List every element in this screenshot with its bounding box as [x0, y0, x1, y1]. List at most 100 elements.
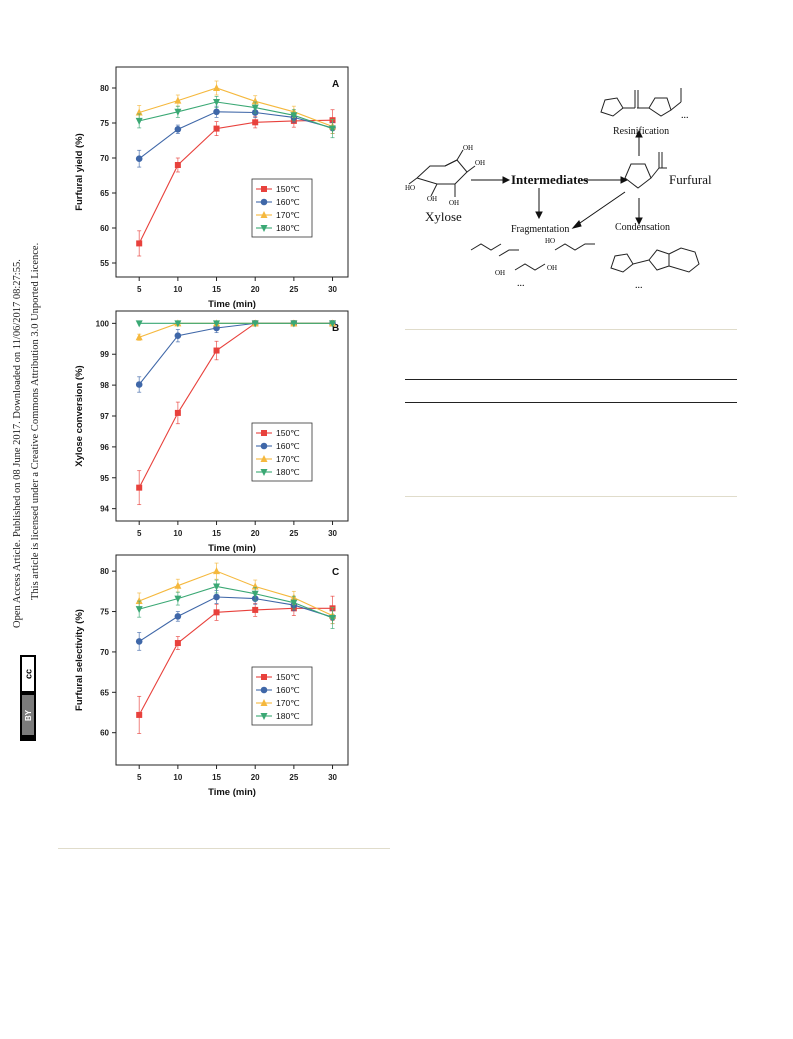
- furfural-label: Furfural: [669, 172, 712, 187]
- legend: 150℃ 160℃ 170℃ 180℃: [251, 666, 313, 726]
- data-point: [213, 609, 220, 616]
- data-point: [174, 108, 182, 116]
- condensation-label: Condensation: [615, 222, 670, 233]
- series-line: [138, 111, 333, 160]
- licence-notice[interactable]: This article is licensed under a Creativ…: [30, 242, 41, 600]
- y-tick-label: 65: [100, 189, 109, 198]
- resinification-label: Resinification: [613, 126, 669, 137]
- xylose-oh-1: OH: [475, 159, 485, 167]
- table-bottom-rule: [405, 496, 737, 497]
- data-point: [174, 96, 182, 104]
- plot-frame: [115, 310, 349, 522]
- series-180℃: [135, 320, 337, 328]
- x-tick-label: 30: [328, 285, 337, 294]
- series-160℃: [135, 105, 336, 168]
- y-tick-label: 80: [100, 567, 109, 576]
- figure-caption-rule: [58, 848, 390, 849]
- data-point: [260, 225, 268, 232]
- resinification-product: [600, 88, 682, 117]
- y-tick-label: 98: [100, 381, 109, 390]
- fragment-oh-1: OH: [495, 269, 505, 277]
- data-point: [136, 711, 143, 718]
- legend: 150℃ 160℃ 170℃ 180℃: [251, 422, 313, 482]
- reaction-scheme: OH OH OH OH HO Xylose Intermediates Furf…: [405, 88, 712, 291]
- fragment-ellipsis: ...: [517, 278, 525, 289]
- data-point: [251, 97, 259, 105]
- chart-panel-a: 5 10 15 20 25 30 55 60 65 70 75 80 Time (min) Furfura…: [74, 66, 349, 310]
- chart-panel-c: 5 10 15 20 25 30 60 65 70 75 80 Time (min) Furfural …: [74, 554, 349, 798]
- data-point: [251, 320, 259, 328]
- data-point: [261, 430, 267, 436]
- x-tick-label: 25: [289, 773, 298, 782]
- data-point: [213, 108, 220, 116]
- data-point: [136, 484, 143, 491]
- series-180℃: [135, 96, 337, 139]
- y-axis-label: Furfural yield (%): [74, 133, 85, 211]
- x-tick-label: 20: [251, 285, 260, 294]
- data-point: [251, 582, 259, 590]
- legend: 150℃ 160℃ 170℃ 180℃: [251, 178, 313, 238]
- data-point: [174, 126, 182, 133]
- y-tick-label: 99: [100, 350, 109, 359]
- data-point: [252, 606, 259, 613]
- y-tick-label: 60: [100, 224, 109, 233]
- x-tick-label: 25: [289, 285, 298, 294]
- panel-label: C: [332, 567, 339, 578]
- legend-entry: 150℃: [276, 672, 300, 682]
- fragment-ho: HO: [545, 237, 555, 245]
- data-point: [213, 99, 221, 106]
- y-tick-label: 70: [100, 154, 109, 163]
- data-point: [135, 638, 143, 645]
- xylose-label: Xylose: [425, 209, 462, 224]
- data-point: [261, 674, 267, 680]
- condensation-ellipsis: ...: [635, 280, 643, 291]
- x-tick-label: 30: [328, 773, 337, 782]
- cc-by-badge[interactable]: cc BY: [20, 655, 36, 741]
- plot-frame: [115, 554, 349, 766]
- legend-entry: 170℃: [276, 454, 300, 464]
- y-tick-label: 96: [100, 443, 109, 452]
- data-point: [260, 713, 268, 720]
- series-line: [138, 596, 333, 642]
- intermediates-label: Intermediates: [511, 172, 588, 187]
- data-point: [260, 442, 268, 450]
- series-line: [139, 87, 333, 128]
- y-tick-label: 55: [100, 259, 109, 268]
- data-point: [260, 198, 268, 206]
- legend-entry: 170℃: [276, 210, 300, 220]
- data-point: [135, 320, 143, 328]
- data-point: [260, 469, 268, 476]
- series-line: [138, 322, 333, 385]
- data-point: [252, 119, 259, 126]
- series-180℃: [135, 579, 337, 629]
- xylose-ho: HO: [405, 184, 415, 192]
- data-point: [290, 320, 298, 328]
- table-body-rule: [405, 402, 737, 403]
- furfural-structure: [624, 152, 667, 189]
- open-access-notice: Open Access Article. Published on 08 Jun…: [12, 259, 23, 628]
- x-tick-label: 10: [173, 773, 182, 782]
- data-point: [174, 581, 182, 589]
- y-tick-label: 94: [100, 505, 109, 514]
- legend-entry: 150℃: [276, 428, 300, 438]
- data-point: [174, 320, 182, 328]
- x-tick-label: 10: [173, 529, 182, 538]
- legend-entry: 180℃: [276, 223, 300, 233]
- x-tick-label: 15: [212, 773, 221, 782]
- data-point: [135, 155, 143, 162]
- series-160℃: [135, 590, 336, 651]
- x-axis-label: Time (min): [208, 299, 256, 310]
- xylose-oh-3: OH: [449, 199, 459, 207]
- xylose-structure: [408, 149, 476, 197]
- data-point: [213, 593, 220, 601]
- fragment-oh-2: OH: [547, 264, 557, 272]
- data-point: [174, 332, 182, 340]
- series-160℃: [135, 320, 336, 393]
- by-label: BY: [24, 709, 33, 721]
- x-axis-label: Time (min): [208, 543, 256, 554]
- legend-entry: 160℃: [276, 197, 300, 207]
- chart-panel-b: 5 10 15 20 25 30 94 95 96 97 98 99 100 Time (min) Xylo…: [74, 310, 349, 554]
- x-tick-label: 20: [251, 773, 260, 782]
- legend-entry: 160℃: [276, 685, 300, 695]
